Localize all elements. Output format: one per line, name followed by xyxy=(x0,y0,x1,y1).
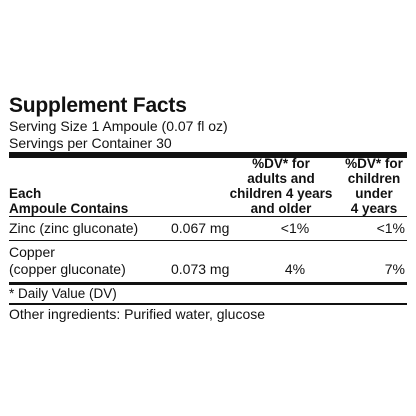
thick-rule-top xyxy=(9,152,407,158)
thick-rule-bottom xyxy=(9,282,407,285)
header-each-ampoule: Each Ampoule Contains xyxy=(9,186,128,216)
supplement-facts-panel: Supplement Facts Serving Size 1 Ampoule … xyxy=(9,94,407,322)
header-dv-children: %DV* for children under 4 years xyxy=(339,156,409,216)
header-dv-children-line4: 4 years xyxy=(350,201,398,216)
header-dv-adults-line2: adults and xyxy=(247,171,315,186)
nutrient-dv-adult: 4% xyxy=(284,261,306,277)
header-dv-adults-line3: children 4 years xyxy=(229,186,333,201)
header-dv-adults-line1: %DV* for xyxy=(252,156,310,171)
footnote: * Daily Value (DV) xyxy=(9,286,117,301)
header-ampoule-contains: Ampoule Contains xyxy=(9,201,129,216)
header-dv-children-line3: under xyxy=(355,186,393,201)
header-dv-adults: %DV* for adults and children 4 years and… xyxy=(227,156,335,216)
nutrient-name-sub: (copper gluconate) xyxy=(9,261,126,277)
header-dv-children-line2: children xyxy=(347,171,401,186)
header-each: Each xyxy=(9,186,42,201)
nutrient-name: Copper xyxy=(9,244,55,260)
nutrient-dv-child: 7% xyxy=(384,261,405,277)
panel-title: Supplement Facts xyxy=(9,94,187,117)
footnote-divider xyxy=(9,303,407,305)
header-dv-children-line1: %DV* for xyxy=(345,156,403,171)
other-ingredients: Other ingredients: Purified water, gluco… xyxy=(9,306,266,322)
row-divider xyxy=(9,240,407,241)
header-dv-adults-line4: and older xyxy=(250,201,312,216)
nutrient-name: Zinc (zinc gluconate) xyxy=(9,220,139,236)
nutrient-dv-child: <1% xyxy=(376,220,405,236)
header-divider xyxy=(9,216,407,217)
servings-per-container: Servings per Container 30 xyxy=(9,135,172,151)
nutrient-dv-adult: <1% xyxy=(280,220,310,236)
serving-size: Serving Size 1 Ampoule (0.07 fl oz) xyxy=(9,118,228,134)
nutrient-amount: 0.073 mg xyxy=(171,261,230,277)
nutrient-amount: 0.067 mg xyxy=(171,220,230,236)
